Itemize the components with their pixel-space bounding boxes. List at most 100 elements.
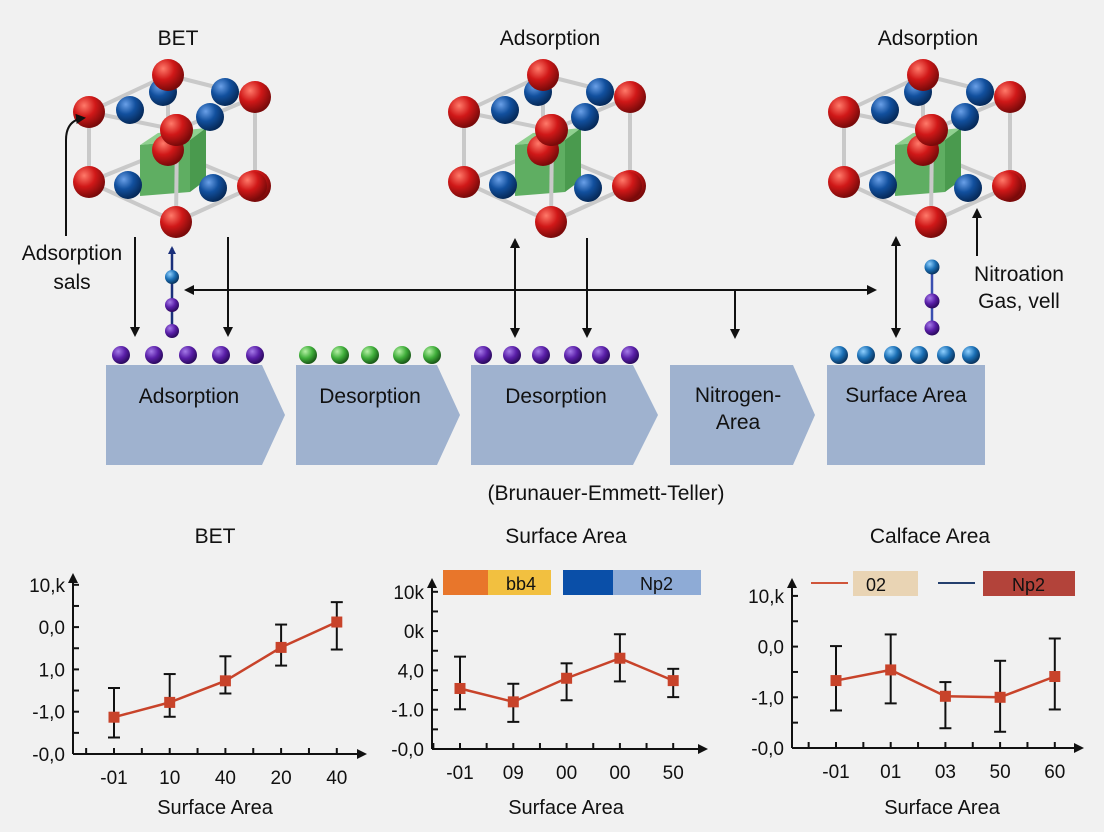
- molecule-dot: [145, 346, 163, 364]
- molecule-dot: [246, 346, 264, 364]
- x-tick-label: -01: [100, 768, 127, 789]
- step-box-desorption: [296, 365, 460, 465]
- step-box-nitrogen-area: [670, 365, 815, 465]
- molecule-dot: [299, 346, 317, 364]
- atom-red: [527, 59, 559, 91]
- y-tick-label: -0,0: [32, 745, 65, 766]
- atom-blue: [871, 96, 899, 124]
- legend-label-bb4: bb4: [506, 574, 536, 594]
- atom-blue: [199, 174, 227, 202]
- molecule-dot: [621, 346, 639, 364]
- x-tick-label: 03: [935, 762, 956, 783]
- legend-label-np2: Np2: [640, 574, 673, 594]
- crystal-lattice: [828, 59, 1026, 238]
- chart-title: Calface Area: [870, 525, 991, 548]
- step-label-adsorption: Adsorption: [139, 385, 239, 408]
- molecule-dot: [884, 346, 902, 364]
- step-label-surface-area: Surface Area: [845, 384, 967, 407]
- chart-bet: BET Surface Area -0,0 -1,0 1,0 0,0 10,k -01 10…: [29, 525, 367, 819]
- atom-red: [239, 81, 271, 113]
- data-point: [219, 675, 231, 687]
- y-tick-label: 0,0: [39, 618, 65, 639]
- molecule-dot: [393, 346, 411, 364]
- data-point: [667, 675, 679, 687]
- atom-red: [73, 96, 105, 128]
- molecule-dot: [962, 346, 980, 364]
- atom-blue: [951, 103, 979, 131]
- x-tick-label: 20: [271, 768, 292, 789]
- atom-blue: [116, 96, 144, 124]
- step-box-adsorption: [106, 365, 285, 465]
- data-point: [830, 675, 842, 687]
- chart-title: BET: [195, 525, 236, 548]
- caption: (Brunauer-Emmett-Teller): [488, 482, 725, 505]
- atom-blue: [574, 174, 602, 202]
- step-box-surface-area: [827, 365, 985, 465]
- x-tick-label: 10: [159, 768, 180, 789]
- annotation-pointer: [65, 113, 86, 236]
- molecule-dot: [212, 346, 230, 364]
- y-tick-label: -1,0: [32, 703, 65, 724]
- legend-box: [613, 570, 701, 595]
- atom-red: [237, 171, 267, 201]
- y-tick-label: 1,0: [39, 660, 65, 681]
- step-box-desorption-2: [471, 365, 658, 465]
- x-tick-label: 00: [609, 763, 630, 784]
- atom-blue: [869, 171, 897, 199]
- x-tick-label: 60: [1044, 762, 1065, 783]
- x-tick-label: 01: [880, 762, 901, 783]
- molecule-dot: [857, 346, 875, 364]
- atom-red: [994, 81, 1026, 113]
- atom-red: [992, 171, 1022, 201]
- atom-red: [828, 166, 860, 198]
- molecule-dot: [532, 346, 550, 364]
- x-axis-label: Surface Area: [157, 797, 274, 819]
- chart-calface-area: Calface Area Surface Area 02 Np2 -0,0 -1,…: [748, 525, 1084, 819]
- molecule-dot: [910, 346, 928, 364]
- molecule-dot: [361, 346, 379, 364]
- y-tick-label: -1,0: [751, 688, 784, 709]
- data-point: [939, 690, 951, 702]
- atom-red: [535, 114, 567, 146]
- data-point: [885, 664, 897, 676]
- molecule-dot: [423, 346, 441, 364]
- data-point: [614, 652, 626, 664]
- atom-red: [612, 171, 642, 201]
- core-cube-side: [945, 128, 961, 192]
- legend-swatch: [443, 570, 488, 595]
- molecule-dot: [564, 346, 582, 364]
- crystal-title-adsorption: Adsorption: [500, 27, 600, 50]
- crystal-structures: [73, 59, 1026, 238]
- y-tick-label: 10k: [393, 583, 424, 604]
- x-tick-label: 40: [215, 768, 236, 789]
- crystal-lattice: [448, 59, 646, 238]
- atom-red: [448, 166, 480, 198]
- atom-blue: [211, 78, 239, 106]
- data-point: [561, 672, 573, 684]
- x-tick-label: 00: [556, 763, 577, 784]
- atom-red: [152, 59, 184, 91]
- molecule-dot: [331, 346, 349, 364]
- annotation-right-line1: Nitroation: [974, 263, 1064, 286]
- atom-red: [614, 81, 646, 113]
- y-tick-label: 10,k: [29, 576, 65, 597]
- x-tick-label: 50: [663, 763, 684, 784]
- legend-label-02: 02: [866, 575, 886, 595]
- core-cube-side: [190, 128, 206, 192]
- step-label-desorption-2: Desorption: [505, 385, 607, 408]
- molecule-dot: [474, 346, 492, 364]
- atom-red: [915, 206, 947, 238]
- data-point: [331, 616, 343, 628]
- y-tick-label: 0k: [404, 622, 425, 643]
- atom-blue: [586, 78, 614, 106]
- legend-label-np2: Np2: [1012, 575, 1045, 595]
- process-steps: Adsorption Desorption Desorption Nitroge…: [106, 346, 985, 465]
- atom-blue: [196, 103, 224, 131]
- molecule-dot: [112, 346, 130, 364]
- y-tick-label: 0,0: [758, 638, 784, 659]
- chart-title: Surface Area: [505, 525, 627, 548]
- atom-blue: [571, 103, 599, 131]
- data-point: [108, 711, 120, 723]
- y-tick-label: 10,k: [748, 587, 784, 608]
